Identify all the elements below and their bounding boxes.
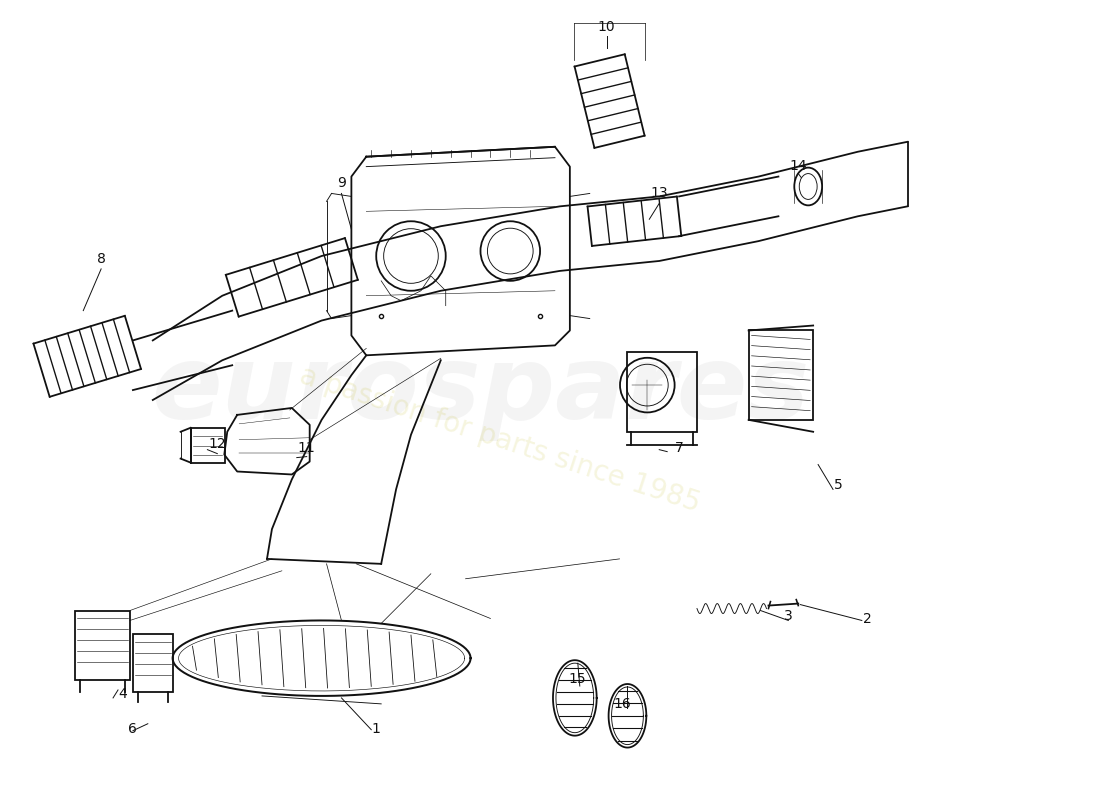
Text: 3: 3 (784, 610, 793, 623)
Text: eurospares: eurospares (152, 339, 810, 441)
Text: 7: 7 (674, 441, 683, 454)
Text: 2: 2 (864, 613, 872, 626)
Text: 11: 11 (298, 441, 316, 454)
Text: 10: 10 (597, 19, 615, 34)
Bar (75, 610, 130, 680)
Text: 8: 8 (97, 252, 106, 266)
Bar (190, 428, 226, 462)
Bar (133, 634, 173, 692)
Text: 1: 1 (372, 722, 381, 736)
Text: 15: 15 (568, 672, 585, 686)
Text: 12: 12 (209, 437, 227, 450)
Text: 13: 13 (650, 186, 668, 201)
Text: 14: 14 (790, 158, 807, 173)
Bar (627, 352, 697, 432)
Text: 5: 5 (834, 478, 843, 492)
Text: 4: 4 (119, 687, 128, 701)
Bar (749, 330, 813, 420)
Text: a passion for parts since 1985: a passion for parts since 1985 (297, 362, 704, 518)
Text: 6: 6 (129, 722, 138, 736)
Text: 16: 16 (614, 697, 631, 711)
Text: 9: 9 (337, 177, 345, 190)
